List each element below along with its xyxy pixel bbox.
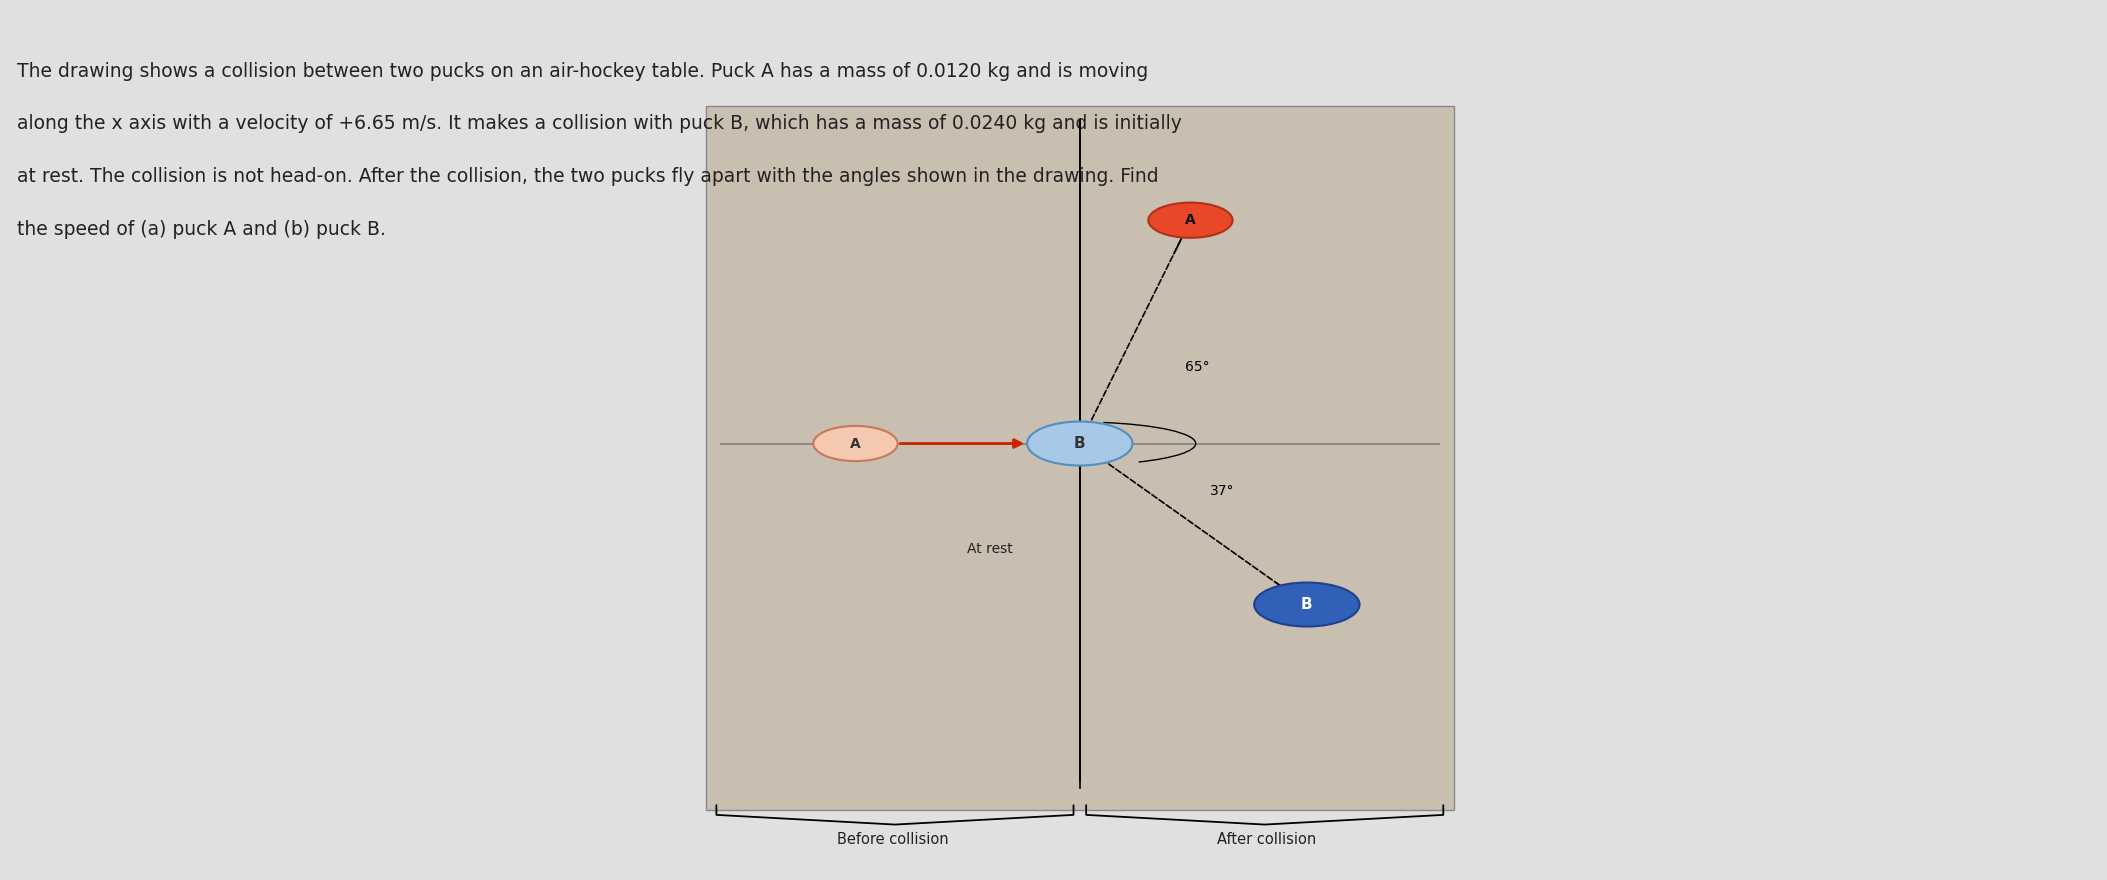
Text: Before collision: Before collision bbox=[836, 832, 948, 847]
Text: The drawing shows a collision between two pucks on an air-hockey table. Puck A h: The drawing shows a collision between tw… bbox=[17, 62, 1148, 81]
Text: B: B bbox=[1075, 436, 1085, 451]
Text: 65°: 65° bbox=[1184, 360, 1209, 374]
Text: at rest. The collision is not head-on. After the collision, the two pucks fly ap: at rest. The collision is not head-on. A… bbox=[17, 167, 1159, 187]
Text: along the x axis with a velocity of +6.65 m/s. It makes a collision with puck B,: along the x axis with a velocity of +6.6… bbox=[17, 114, 1182, 134]
Text: 37°: 37° bbox=[1209, 484, 1235, 498]
Circle shape bbox=[1028, 422, 1134, 466]
Bar bbox=[706, 106, 1454, 810]
Circle shape bbox=[1254, 583, 1359, 627]
Text: At rest: At rest bbox=[967, 542, 1013, 556]
Text: After collision: After collision bbox=[1218, 832, 1317, 847]
Text: the speed of (a) puck A and (b) puck B.: the speed of (a) puck A and (b) puck B. bbox=[17, 220, 386, 239]
Text: A: A bbox=[1184, 213, 1197, 227]
Text: B: B bbox=[1300, 597, 1313, 612]
Circle shape bbox=[1148, 202, 1233, 238]
Text: A: A bbox=[849, 436, 862, 451]
Circle shape bbox=[813, 426, 898, 461]
